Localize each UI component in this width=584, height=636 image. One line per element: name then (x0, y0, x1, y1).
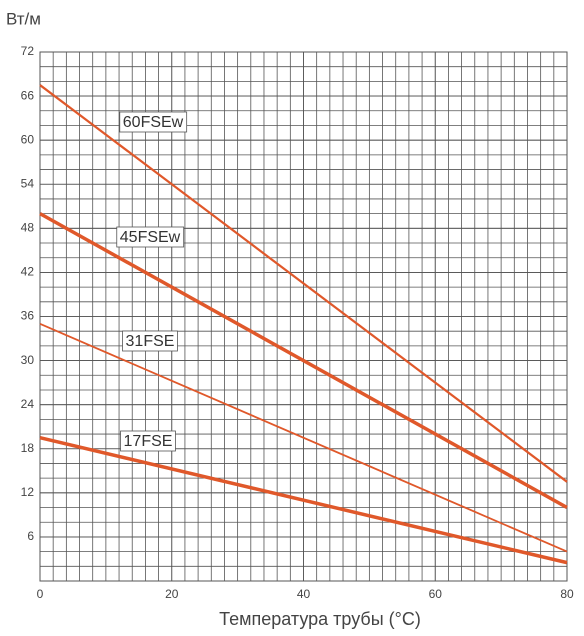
y-tick-label: 18 (21, 441, 35, 455)
series-label: 60FSEw (123, 114, 184, 131)
series-line (39, 436, 568, 565)
series-label: 45FSEw (120, 229, 181, 246)
y-tick-label: 24 (21, 397, 35, 411)
y-tick-label: 60 (21, 132, 35, 146)
series-label-box (122, 330, 178, 352)
y-tick-label: 12 (21, 485, 35, 499)
y-tick-label: 48 (21, 221, 35, 235)
series-label-box (119, 111, 188, 133)
y-tick-label: 72 (21, 44, 35, 58)
series-label-box (116, 226, 185, 248)
x-tick-label: 0 (37, 587, 44, 601)
plot-frame (39, 51, 568, 582)
y-tick-label: 36 (21, 309, 35, 323)
x-axis-title: Температура трубы (°C) (219, 609, 421, 629)
y-tick-label: 6 (27, 529, 34, 543)
series-line (39, 212, 568, 510)
y-tick-label: 30 (21, 353, 35, 367)
y-tick-label: 66 (21, 88, 35, 102)
series-line (39, 84, 568, 483)
x-tick-label: 80 (560, 587, 574, 601)
y-tick-label: 42 (21, 265, 35, 279)
series-line (39, 323, 568, 553)
x-tick-label: 20 (165, 587, 179, 601)
y-axis-title: Вт/м (6, 9, 41, 28)
x-tick-label: 40 (297, 587, 311, 601)
series-label-box (120, 430, 176, 452)
series-label: 31FSE (126, 333, 175, 350)
x-tick-label: 60 (429, 587, 443, 601)
y-tick-label: 54 (21, 176, 35, 190)
series-label: 17FSE (124, 433, 173, 450)
